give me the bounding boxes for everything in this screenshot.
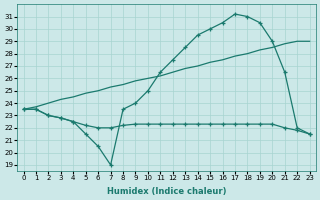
X-axis label: Humidex (Indice chaleur): Humidex (Indice chaleur) xyxy=(107,187,226,196)
